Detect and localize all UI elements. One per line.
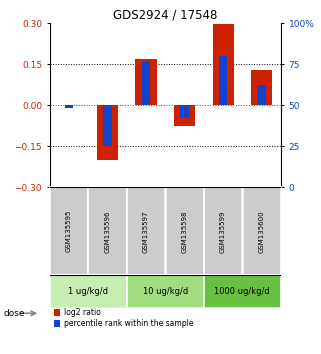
Bar [103,105,112,146]
Bar [89,187,126,275]
Bar [127,275,204,308]
Bar [135,59,157,105]
Text: GSM135597: GSM135597 [143,210,149,252]
Bar [213,24,234,105]
Bar [251,69,272,105]
Text: GSM135596: GSM135596 [105,210,110,252]
Text: 1000 ug/kg/d: 1000 ug/kg/d [214,287,270,296]
Text: 10 ug/kg/d: 10 ug/kg/d [143,287,188,296]
Bar [204,275,281,308]
Bar [50,275,126,308]
Bar [243,187,281,275]
Bar [142,62,150,105]
Bar [50,187,88,275]
Bar [174,105,195,126]
Bar [127,187,165,275]
Text: GSM135598: GSM135598 [182,210,187,252]
Legend: log2 ratio, percentile rank within the sample: log2 ratio, percentile rank within the s… [54,308,194,328]
Bar [97,105,118,160]
Text: GSM135599: GSM135599 [220,210,226,252]
Bar [180,105,189,117]
Text: GSM135600: GSM135600 [259,210,265,253]
Title: GDS2924 / 17548: GDS2924 / 17548 [113,9,218,22]
Text: dose: dose [3,309,25,318]
Bar [204,187,242,275]
Bar [257,85,266,105]
Bar [219,56,227,105]
Bar [65,105,73,108]
Bar [166,187,204,275]
Text: GSM135595: GSM135595 [66,210,72,252]
Text: 1 ug/kg/d: 1 ug/kg/d [68,287,108,296]
